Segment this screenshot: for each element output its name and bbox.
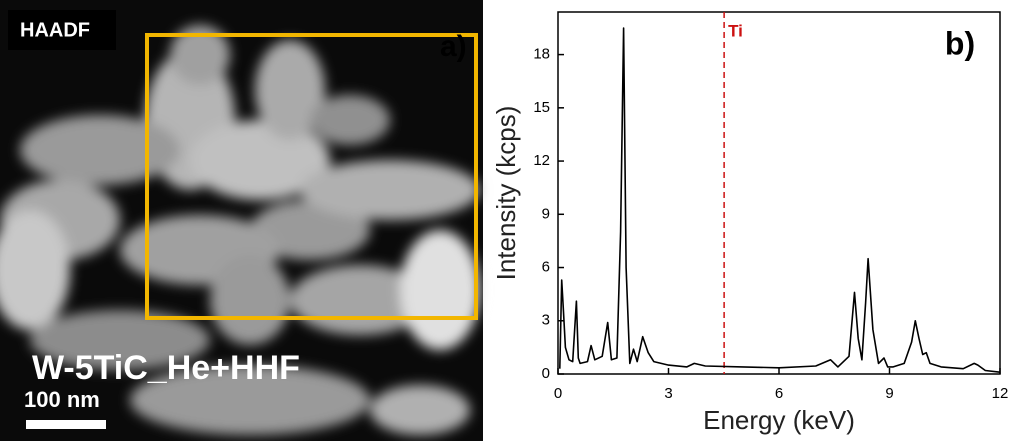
marker-label: Ti — [728, 21, 743, 40]
spectrum-chart: b) Energy (keV) Intensity (kcps) 0 3 6 9 12 1… — [491, 11, 1009, 435]
x-tick-label: 6 — [775, 385, 783, 402]
x-tick-label: 3 — [664, 385, 672, 402]
y-tick-label: 18 — [533, 46, 550, 63]
image-label: HAADF — [20, 19, 90, 41]
x-tick-label: 9 — [885, 385, 893, 402]
y-tick-label: 15 — [533, 99, 550, 116]
x-tick-label: 12 — [992, 385, 1009, 402]
y-tick-label: 6 — [542, 258, 550, 275]
panel-letter: a) — [440, 30, 467, 63]
sample-name: W-5TiC_He+HHF — [32, 349, 300, 387]
scale-bar — [26, 420, 106, 429]
micrograph: HAADF a) W-5TiC_He+HHF 100 nm — [0, 0, 483, 441]
spectrum-line — [559, 27, 1001, 373]
x-tick-label: 0 — [554, 385, 562, 402]
x-axis-label: Energy (keV) — [703, 405, 855, 435]
y-tick-label: 12 — [533, 152, 550, 169]
panel-letter: b) — [945, 25, 975, 61]
y-axis-label: Intensity (kcps) — [491, 106, 521, 281]
y-tick-label: 3 — [542, 312, 550, 329]
scale-bar-label: 100 nm — [24, 387, 100, 412]
y-tick-label: 0 — [542, 365, 550, 382]
y-tick-label: 9 — [542, 205, 550, 222]
